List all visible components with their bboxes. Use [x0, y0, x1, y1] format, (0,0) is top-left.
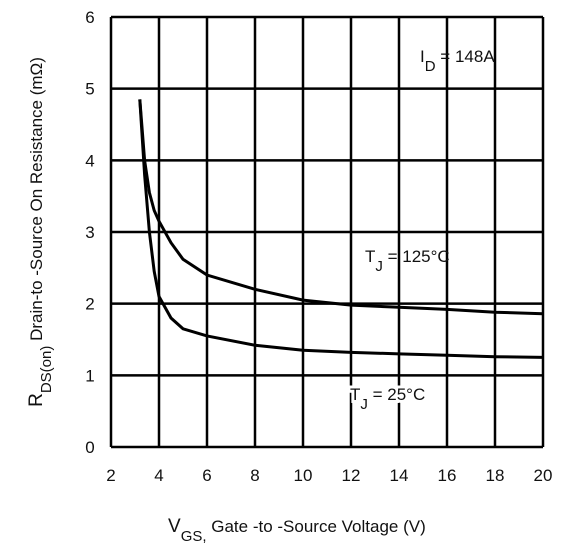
x-axis-label-sub: GS, [181, 528, 207, 545]
series-label-sub: J [375, 258, 383, 275]
series-label: TJ = 125°C [365, 247, 450, 275]
series-label-main: T [365, 247, 375, 266]
y-tick-label: 2 [85, 295, 94, 314]
y-tick-label: 5 [85, 80, 94, 99]
y-tick-label: 0 [85, 438, 94, 457]
x-axis-label: VGS, Gate -to -Source Voltage (V) [168, 516, 426, 545]
x-tick-label: 6 [202, 466, 211, 485]
series-label-rest: = 125°C [383, 247, 450, 266]
x-tick-label: 20 [534, 466, 553, 485]
x-axis-label-main: V [168, 516, 181, 537]
line-series [138, 99, 544, 316]
x-tick-label: 2 [106, 466, 115, 485]
y-axis-label: RDS(on) Drain-to -Source On Resistance (… [26, 57, 55, 407]
x-tick-label: 14 [390, 466, 409, 485]
annotation-rest: = 148A [436, 47, 496, 66]
x-axis-label-rest: Gate -to -Source Voltage (V) [207, 517, 426, 536]
y-axis-label-sub: DS(on) [38, 346, 55, 394]
x-tick-label: 16 [438, 466, 457, 485]
x-tick-label: 12 [342, 466, 361, 485]
y-axis-label-main: R [26, 393, 47, 407]
x-tick-label: 4 [154, 466, 163, 485]
series-label-rest: = 25°C [368, 385, 425, 404]
annotation-sub: D [425, 58, 436, 75]
series-label-main: T [350, 385, 360, 404]
line-series [138, 99, 544, 359]
x-tick-label: 8 [250, 466, 259, 485]
y-tick-label: 6 [85, 8, 94, 27]
x-tick-label: 10 [294, 466, 313, 485]
y-axis-label-rest: Drain-to -Source On Resistance (mΩ) [27, 57, 46, 346]
y-tick-label: 1 [85, 366, 94, 385]
series-label-sub: J [360, 396, 368, 413]
series-label: TJ = 25°C [350, 385, 425, 413]
x-tick-label: 18 [486, 466, 505, 485]
y-tick-label: 3 [85, 223, 94, 242]
annotation-main: I [420, 47, 425, 66]
y-tick-label: 4 [85, 151, 94, 170]
annotation: ID = 148A [420, 47, 495, 75]
